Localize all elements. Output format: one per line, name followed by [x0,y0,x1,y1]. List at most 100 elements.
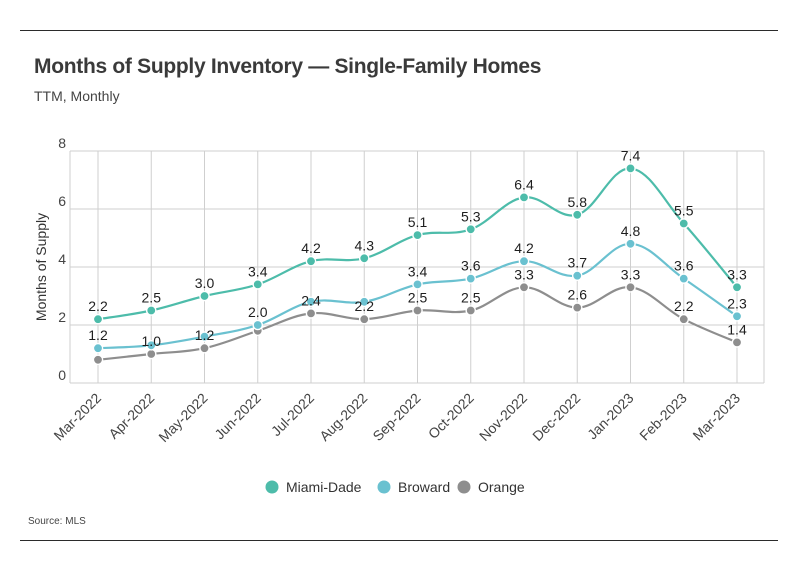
x-tick-label: May-2022 [155,390,210,445]
broward-point [252,319,264,331]
broward-point [678,273,690,284]
x-tick-label: Aug-2022 [316,390,370,444]
miami-dade-data-label: 5.1 [408,214,428,230]
x-tick-label: Dec-2022 [529,390,583,444]
legend-marker-broward [377,480,391,494]
y-tick-label: 2 [58,309,66,325]
orange-data-label: 3.3 [621,266,641,282]
orange-point [358,313,370,325]
orange-data-label: 3.3 [514,266,534,282]
miami-dade-point [252,279,264,290]
miami-dade-data-label: 5.3 [461,208,481,224]
broward-point [518,255,530,267]
x-tick-label: Jul-2022 [268,390,317,439]
orange-point [678,313,690,325]
orange-point [465,305,477,316]
orange-data-label: 2.4 [301,292,321,308]
broward-point [199,331,210,342]
miami-dade-data-label: 5.5 [674,203,694,219]
broward-data-label: 4.8 [621,223,641,239]
broward-data-label: 2.0 [248,304,268,320]
orange-point [305,308,317,319]
miami-dade-point [465,223,477,235]
y-axis-ticks: 0 2 4 6 8 [58,135,66,383]
y-axis-label: Months of Supply [33,213,49,321]
broward-point [571,270,583,282]
x-tick-label: Jun-2022 [211,390,264,443]
orange-data-label: 2.5 [461,290,481,306]
source-note: Source: MLS [28,516,86,527]
x-tick-label: Jan-2023 [584,390,637,443]
miami-dade-point [518,192,530,203]
orange-point [731,337,743,348]
miami-dade-point [358,252,370,264]
legend-label-broward: Broward [398,479,450,495]
y-tick-label: 8 [58,135,66,151]
broward-point [305,296,317,308]
bottom-rule [20,540,778,541]
miami-dade-data-label: 4.2 [301,240,321,256]
x-tick-label: Sep-2022 [369,390,423,444]
legend: Miami-Dade Broward Orange [265,479,525,495]
miami-dade-data-label: 3.0 [195,275,215,291]
miami-dade-point [145,305,157,316]
grid [69,150,765,384]
miami-dade-point [199,290,210,302]
miami-dade-data-label: 5.8 [568,194,588,210]
miami-dade-data-label: 4.3 [355,237,375,253]
orange-data-label: 1.0 [142,333,162,349]
orange-data-label: 2.2 [355,298,375,314]
series-points [92,163,743,366]
miami-dade-data-label: 3.4 [248,263,268,279]
broward-data-label: 3.7 [568,255,588,271]
x-tick-label: Oct-2022 [425,390,477,442]
x-tick-label: Apr-2022 [105,390,157,442]
broward-data-label: 4.2 [514,240,534,256]
miami-dade-data-label: 7.4 [621,147,641,163]
orange-point [145,348,157,360]
miami-dade-point [731,281,743,293]
y-tick-label: 0 [58,367,66,383]
broward-point [358,296,370,308]
broward-data-label: 2.3 [727,295,747,311]
orange-data-label: 2.6 [568,287,588,303]
broward-point [412,279,423,290]
x-tick-label: Feb-2023 [636,390,690,444]
miami-dade-point [571,209,583,221]
orange-point [412,305,423,316]
orange-point [199,342,210,354]
x-tick-label: Mar-2023 [689,390,743,444]
broward-data-label: 3.6 [674,258,694,274]
orange-point [571,302,583,313]
data-labels: 2.2 2.5 3.0 3.4 4.2 4.3 5.1 5.3 6.4 5.8 7.4 5.5 3.3 1… [88,147,747,349]
miami-dade-point [92,313,104,325]
broward-point [731,310,743,322]
legend-marker-miami-dade [265,480,279,494]
broward-point [145,339,157,351]
miami-dade-data-label: 2.2 [88,298,108,314]
orange-data-label: 2.2 [674,298,694,314]
chart-title: Months of Supply Inventory — Single-Fami… [34,55,542,78]
broward-data-label: 3.6 [461,258,481,274]
orange-data-label: 2.5 [408,290,428,306]
miami-dade-data-label: 6.4 [514,176,534,192]
y-tick-label: 6 [58,193,66,209]
orange-point [518,281,530,293]
legend-label-orange: Orange [478,479,525,495]
broward-point [625,238,636,250]
x-tick-label: Nov-2022 [476,390,530,444]
miami-dade-point [625,163,636,174]
y-tick-label: 4 [58,251,66,267]
legend-label-miami-dade: Miami-Dade [286,479,362,495]
top-rule [20,30,778,31]
broward-point [92,342,104,354]
miami-dade-point [678,218,690,229]
orange-point [92,354,104,366]
broward-data-label: 3.4 [408,263,428,279]
miami-dade-point [305,255,317,267]
legend-marker-orange [457,480,471,494]
miami-dade-point [412,229,423,241]
miami-dade-data-label: 3.3 [727,266,747,282]
